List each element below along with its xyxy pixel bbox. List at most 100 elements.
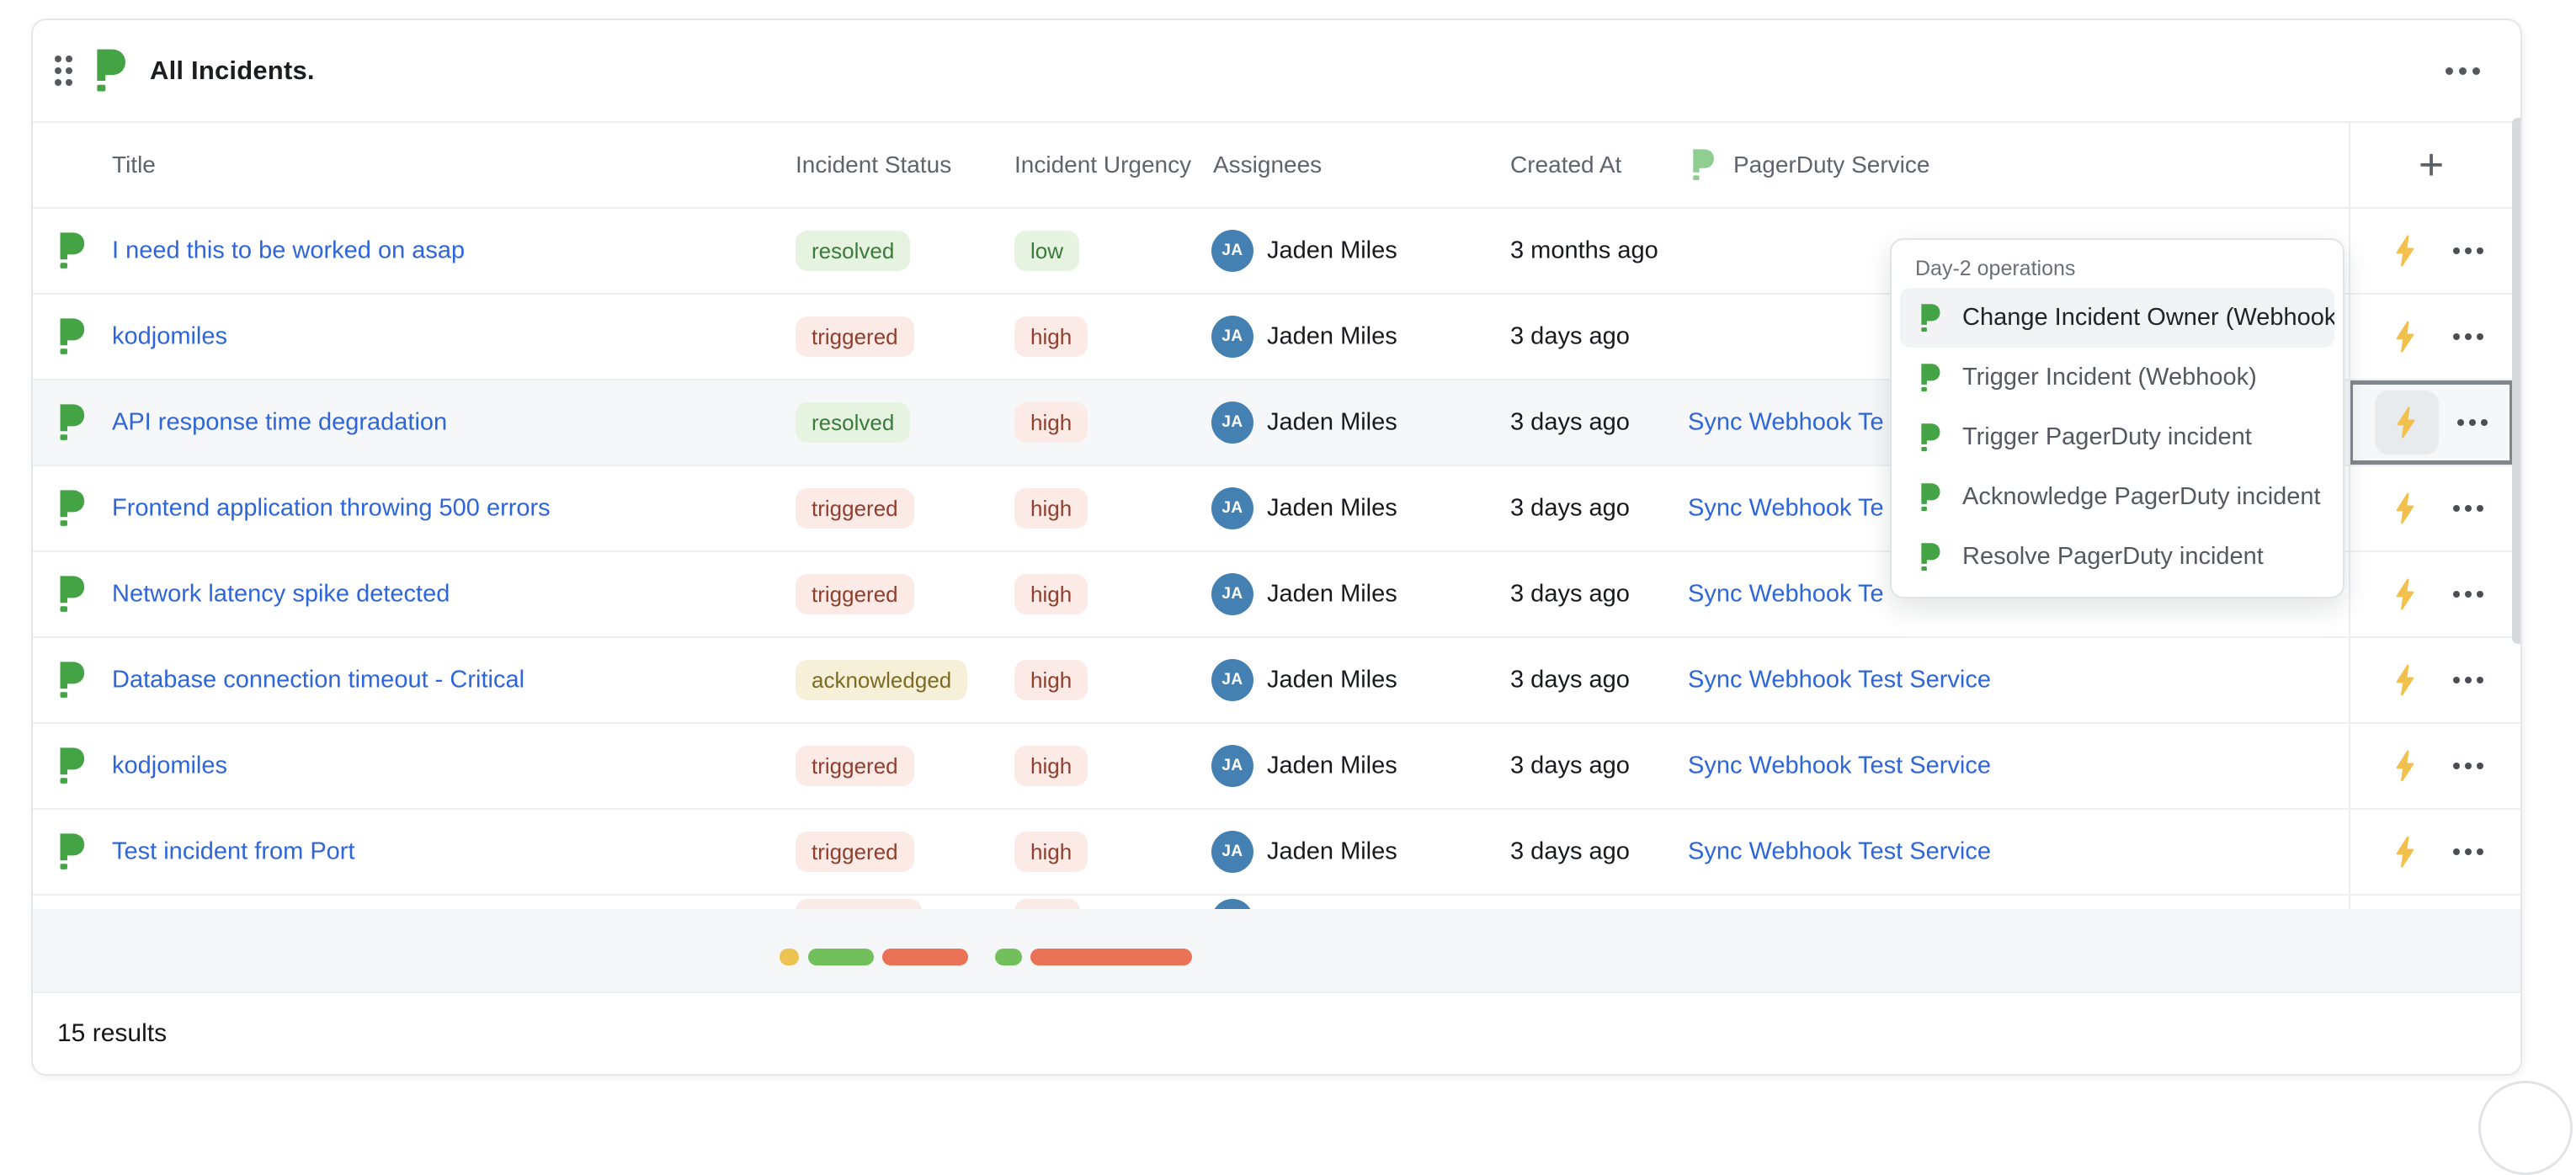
context-menu-item-label: Acknowledge PagerDuty incident xyxy=(1962,483,2321,510)
incident-title-link[interactable]: API response time degradation xyxy=(112,408,448,436)
row-more-options-icon[interactable] xyxy=(2443,667,2494,694)
service-link[interactable]: Sync Webhook Te xyxy=(1688,494,1884,522)
context-menu-item[interactable]: Trigger PagerDuty incident xyxy=(1900,407,2334,467)
floating-circle-decoration xyxy=(2478,1081,2573,1175)
row-actions-cell xyxy=(2349,810,2514,894)
row-more-options-icon[interactable] xyxy=(2443,581,2494,608)
pagerduty-icon xyxy=(1921,482,1940,511)
urgency-badge: high xyxy=(1014,316,1088,357)
incident-title-link[interactable]: kodjomiles xyxy=(112,322,227,350)
assignee-name: Jaden Miles xyxy=(1267,408,1397,436)
run-action-button[interactable] xyxy=(2374,219,2438,283)
created-at-value: 3 days ago xyxy=(1510,666,1630,694)
urgency-badge-cell: high xyxy=(1014,660,1088,700)
partial-row xyxy=(33,896,2520,909)
column-header-service: PagerDuty Service xyxy=(1686,147,1929,183)
pagerduty-icon xyxy=(1921,542,1940,571)
service-link[interactable]: Sync Webhook Te xyxy=(1688,408,1884,436)
summary-band xyxy=(33,909,2520,992)
column-header-title: Title xyxy=(112,152,156,178)
run-action-button[interactable] xyxy=(2375,391,2439,455)
row-more-options-icon[interactable] xyxy=(2443,495,2494,522)
pagerduty-icon xyxy=(60,318,85,354)
lightning-icon xyxy=(2396,664,2414,696)
status-badge-cell: resolved xyxy=(796,231,911,271)
pagerduty-icon xyxy=(60,232,85,268)
incident-title-link[interactable]: I need this to be worked on asap xyxy=(112,237,466,264)
status-badge: triggered xyxy=(796,746,914,786)
row-more-options-icon[interactable] xyxy=(2443,752,2494,779)
pagerduty-icon xyxy=(60,576,85,612)
assignee-name: Jaden Miles xyxy=(1267,322,1397,350)
context-menu-item[interactable]: Change Incident Owner (Webhook) xyxy=(1900,288,2334,348)
lightning-icon xyxy=(2397,407,2415,439)
service-link[interactable]: Sync Webhook Test Service xyxy=(1688,837,1991,865)
assignee-avatar: JA xyxy=(1211,573,1253,615)
row-more-options-icon[interactable] xyxy=(2443,237,2494,264)
assignee-avatar: JA xyxy=(1211,831,1253,873)
pagerduty-icon xyxy=(1921,303,1940,332)
status-badge-cell: triggered xyxy=(796,832,914,872)
lightning-icon xyxy=(2396,321,2414,353)
assignee-avatar: JA xyxy=(1211,316,1253,358)
run-action-button[interactable] xyxy=(2374,820,2438,884)
lightning-icon xyxy=(2396,492,2414,524)
row-more-options-icon[interactable] xyxy=(2443,838,2494,865)
column-header-urgency: Incident Urgency xyxy=(1014,152,1192,178)
row-actions-cell xyxy=(2349,380,2514,465)
urgency-badge: low xyxy=(1014,231,1080,271)
pagerduty-logo-icon xyxy=(97,49,125,92)
urgency-badge: high xyxy=(1014,660,1088,700)
status-badge: triggered xyxy=(796,574,914,614)
incident-title-link[interactable]: kodjomiles xyxy=(112,752,227,779)
run-action-button[interactable] xyxy=(2374,562,2438,626)
vertical-scrollbar[interactable] xyxy=(2512,118,2520,644)
urgency-badge: high xyxy=(1014,832,1088,872)
service-link[interactable]: Sync Webhook Te xyxy=(1688,580,1884,608)
run-action-button[interactable] xyxy=(2374,648,2438,712)
urgency-badge-cell: high xyxy=(1014,574,1088,614)
assignee-avatar: JA xyxy=(1211,487,1253,529)
run-action-button[interactable] xyxy=(2374,476,2438,540)
context-menu-item[interactable]: Trigger Incident (Webhook) xyxy=(1900,348,2334,407)
widget-more-options-icon[interactable] xyxy=(2437,59,2488,83)
service-link[interactable]: Sync Webhook Test Service xyxy=(1688,666,1991,694)
actions-context-menu: Day-2 operations Change Incident Owner (… xyxy=(1890,238,2344,598)
column-header-status: Incident Status xyxy=(796,152,952,178)
table-row: Test incident from Port triggered high J… xyxy=(33,810,2520,896)
summary-bar xyxy=(882,949,968,965)
run-action-button[interactable] xyxy=(2374,734,2438,798)
assignee-name: Jaden Miles xyxy=(1267,237,1397,264)
incident-title-link[interactable]: Network latency spike detected xyxy=(112,580,450,608)
widget-footer: 15 results xyxy=(33,992,2520,1074)
pagerduty-icon xyxy=(60,747,85,784)
urgency-badge: high xyxy=(1014,746,1088,786)
lightning-icon xyxy=(2396,836,2414,868)
incident-title-link[interactable]: Frontend application throwing 500 errors xyxy=(112,494,551,522)
context-menu-item[interactable]: Acknowledge PagerDuty incident xyxy=(1900,467,2334,527)
pagerduty-icon xyxy=(60,404,85,440)
status-badge-cell: triggered xyxy=(796,746,914,786)
status-badge-cell: triggered xyxy=(796,574,914,614)
incident-title-link[interactable]: Database connection timeout - Critical xyxy=(112,666,525,694)
row-more-options-icon[interactable] xyxy=(2447,409,2498,436)
run-action-button[interactable] xyxy=(2374,305,2438,369)
add-property-button[interactable]: + xyxy=(2418,141,2445,189)
drag-handle-icon[interactable] xyxy=(55,56,72,86)
incident-title-link[interactable]: Test incident from Port xyxy=(112,837,355,865)
urgency-badge: high xyxy=(1014,488,1088,529)
created-at-value: 3 days ago xyxy=(1510,752,1630,779)
widget-title: All Incidents. xyxy=(150,56,315,85)
context-menu-item-label: Change Incident Owner (Webhook) xyxy=(1962,304,2334,331)
created-at-value: 3 days ago xyxy=(1510,580,1630,608)
partial-status-badge xyxy=(796,899,922,909)
status-badge: triggered xyxy=(796,832,914,872)
summary-bar xyxy=(995,949,1022,965)
assignee-name: Jaden Miles xyxy=(1267,666,1397,694)
results-count: 15 results xyxy=(57,1019,168,1047)
row-more-options-icon[interactable] xyxy=(2443,323,2494,350)
status-badge: acknowledged xyxy=(796,660,968,700)
context-menu-item[interactable]: Resolve PagerDuty incident xyxy=(1900,527,2334,587)
partial-urgency-badge xyxy=(1014,899,1080,909)
service-link[interactable]: Sync Webhook Test Service xyxy=(1688,752,1991,779)
